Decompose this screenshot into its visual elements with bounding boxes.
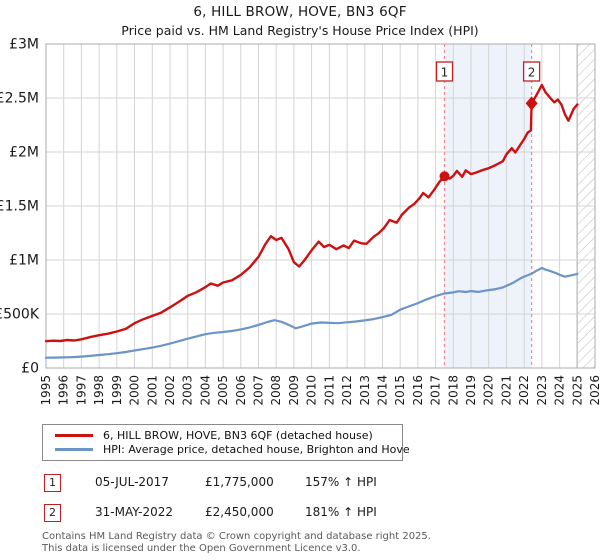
x-tick-label-1998: 1998 [92, 375, 106, 406]
hpi-series-line [44, 266, 579, 359]
y-tick-label-£500K: £500K [0, 307, 40, 323]
x-tick-label-2003: 2003 [181, 375, 195, 406]
x-tick-label-2019: 2019 [464, 375, 478, 406]
x-tick-label-2005: 2005 [216, 375, 230, 406]
y-tick-label-£1M: £1M [9, 253, 39, 269]
x-tick-label-2009: 2009 [287, 375, 301, 406]
x-tick-label-2010: 2010 [305, 375, 319, 406]
event-label-text-2: 2 [528, 66, 536, 80]
x-tick-label-1999: 1999 [110, 375, 124, 406]
x-tick-label-2015: 2015 [393, 375, 407, 406]
sale-annotation-row-1: 1 05-JUL-2017 £1,775,000 157% ↑ HPI [44, 474, 564, 492]
event-label-box-1 [435, 61, 454, 82]
chart-legend: 6, HILL BROW, HOVE, BN3 6QF (detached ho… [42, 424, 410, 461]
legend-label-hpi: HPI: Average price, detached house, Brig… [103, 443, 410, 457]
plot-border [45, 43, 596, 369]
legend-item-hpi: HPI: Average price, detached house, Brig… [43, 443, 410, 458]
sale-price-2: £2,450,000 [205, 505, 274, 519]
x-tick-label-2017: 2017 [429, 375, 443, 406]
x-tick-label-2007: 2007 [252, 375, 266, 406]
x-tick-label-1997: 1997 [74, 375, 88, 406]
page-title: 6, HILL BROW, HOVE, BN3 6QF [193, 4, 407, 20]
x-tick-label-2011: 2011 [322, 375, 336, 406]
x-tick-label-2000: 2000 [128, 375, 142, 406]
footer-line1: Contains HM Land Registry data © Crown c… [42, 531, 431, 542]
y-tick-label-£1.5M: £1.5M [0, 199, 39, 215]
sale-date-2: 31-MAY-2022 [95, 505, 174, 519]
x-tick-label-2002: 2002 [163, 375, 177, 406]
sale-date-1: 05-JUL-2017 [95, 475, 169, 489]
sale-hpi-delta-2: 181% ↑ HPI [305, 505, 377, 519]
sale-annotation-row-2: 2 31-MAY-2022 £2,450,000 181% ↑ HPI [44, 504, 564, 522]
y-tick-label-£3M: £3M [9, 37, 39, 53]
x-tick-label-2016: 2016 [411, 375, 425, 406]
footer-license: Contains HM Land Registry data © Crown c… [42, 531, 431, 554]
sale-price-1: £1,775,000 [205, 475, 274, 489]
x-tick-label-2013: 2013 [358, 375, 372, 406]
property-line-swatch [55, 433, 93, 437]
x-tick-label-2020: 2020 [482, 375, 496, 406]
x-tick-label-2023: 2023 [535, 375, 549, 406]
x-tick-label-2025: 2025 [570, 375, 584, 406]
x-tick-label-2008: 2008 [269, 375, 283, 406]
y-tick-label-£2M: £2M [9, 145, 39, 161]
sale-number-box-1: 1 [44, 474, 61, 492]
y-tick-label-£0: £0 [21, 361, 39, 377]
x-tick-label-2014: 2014 [376, 375, 390, 406]
sale-marker-1 [439, 171, 450, 182]
x-tick-label-1995: 1995 [39, 375, 53, 406]
x-tick-label-2012: 2012 [340, 375, 354, 406]
x-tick-label-2001: 2001 [145, 375, 159, 406]
legend-item-property: 6, HILL BROW, HOVE, BN3 6QF (detached ho… [43, 428, 402, 443]
sale-hpi-delta-1: 157% ↑ HPI [305, 475, 377, 489]
footer-line2: This data is licensed under the Open Gov… [42, 542, 361, 554]
event-label-box-2 [522, 61, 541, 82]
legend-label-property: 6, HILL BROW, HOVE, BN3 6QF (detached ho… [103, 428, 373, 442]
sale-marker-2 [525, 96, 538, 111]
x-tick-label-2024: 2024 [553, 375, 567, 406]
hpi-line-swatch [55, 448, 93, 452]
y-tick-label-£2.5M: £2.5M [0, 91, 39, 107]
x-tick-label-2021: 2021 [500, 375, 514, 406]
x-tick-label-2026: 2026 [588, 375, 600, 406]
property-series-line [44, 83, 579, 343]
x-tick-label-2018: 2018 [446, 375, 460, 406]
x-tick-label-2022: 2022 [517, 375, 531, 406]
x-tick-label-2004: 2004 [198, 375, 212, 406]
event-label-text-1: 1 [441, 66, 449, 80]
x-tick-label-2006: 2006 [234, 375, 248, 406]
page-subtitle: Price paid vs. HM Land Registry's House … [121, 23, 479, 38]
x-tick-label-1996: 1996 [57, 375, 71, 406]
sale-number-box-2: 2 [44, 504, 61, 522]
